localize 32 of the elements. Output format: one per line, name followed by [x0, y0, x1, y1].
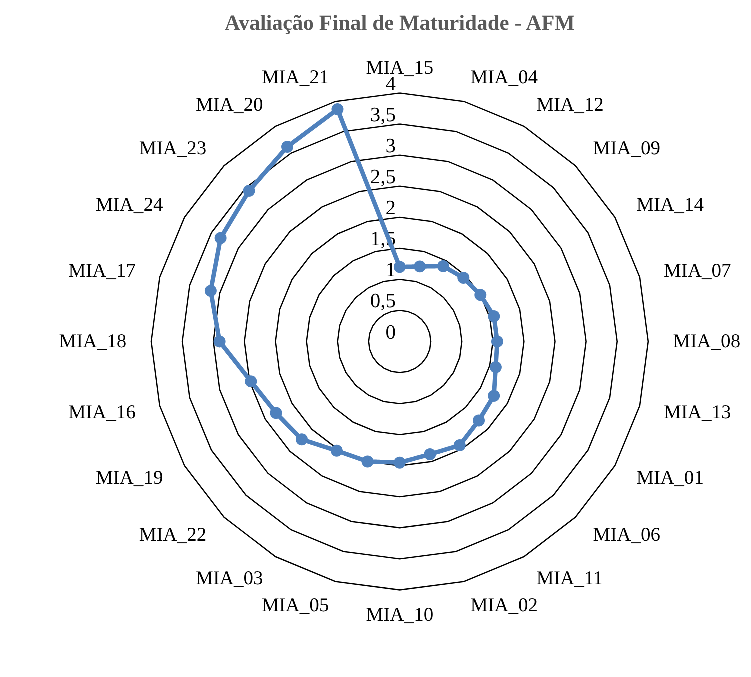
spoke-label: MIA_18	[59, 332, 127, 353]
y-tick-label: 4	[386, 73, 396, 96]
spoke-label: MIA_04	[470, 68, 538, 89]
spoke-label: MIA_14	[636, 194, 704, 216]
spoke-label: MIA_13	[664, 402, 732, 424]
y-tick-label: 2	[386, 198, 396, 220]
y-tick-label: 0,5	[370, 290, 396, 313]
spoke-label: MIA_07	[664, 260, 732, 282]
y-tick-label: 1	[386, 260, 396, 282]
spoke-label: MIA_17	[68, 260, 136, 282]
spoke-label: MIA_19	[96, 468, 164, 490]
y-tick-label: 3	[386, 135, 396, 158]
spoke-label: MIA_22	[139, 524, 207, 546]
spoke-label: MIA_01	[636, 468, 704, 490]
y-tick-label: 0	[386, 322, 396, 344]
spoke-label: MIA_06	[593, 524, 661, 546]
spoke-label: MIA_23	[139, 138, 207, 160]
spoke-label: MIA_11	[536, 568, 604, 590]
spoke-label: MIA_16	[68, 402, 136, 424]
spoke-label: MIA_02	[470, 596, 538, 617]
spoke-label: MIA_08	[673, 332, 741, 353]
spoke-label: MIA_10	[366, 604, 434, 626]
spoke-label: MIA_03	[196, 568, 264, 590]
spoke-label: MIA_21	[262, 68, 330, 89]
spoke-label: MIA_12	[536, 94, 604, 116]
spoke-label: MIA_20	[196, 94, 264, 116]
chart-title: Avaliação Final de Maturidade - AFM	[224, 10, 576, 35]
spoke-label: MIA_05	[262, 596, 330, 617]
y-tick-label: 3,5	[370, 104, 396, 126]
y-tick-label: 2,5	[370, 166, 396, 188]
spoke-label: MIA_09	[593, 138, 661, 160]
spoke-label: MIA_24	[96, 194, 164, 216]
